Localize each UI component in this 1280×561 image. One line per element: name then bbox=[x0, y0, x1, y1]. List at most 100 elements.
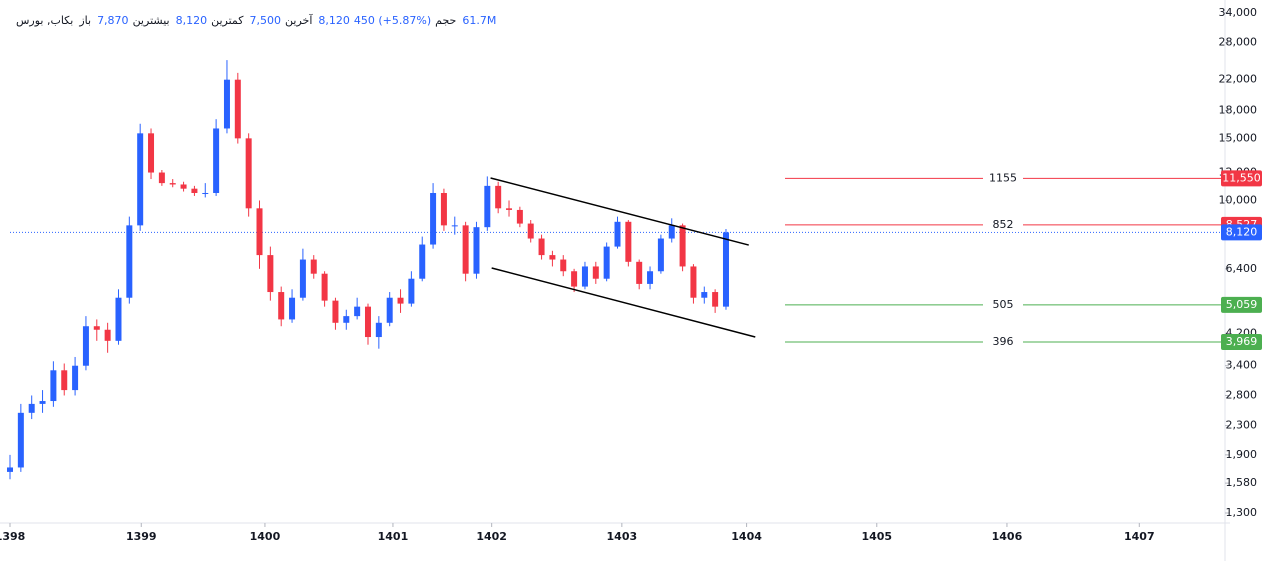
candle-body bbox=[592, 266, 599, 279]
candle-body bbox=[137, 133, 144, 226]
candle-body bbox=[104, 329, 111, 341]
candle-body bbox=[343, 316, 350, 323]
price-box-label: 8,120 bbox=[1226, 225, 1258, 238]
candle-body bbox=[169, 183, 176, 185]
y-tick-label: 18,000 bbox=[1219, 103, 1258, 116]
x-tick-label: 1407 bbox=[1124, 530, 1155, 543]
candle-body bbox=[17, 412, 24, 468]
x-tick-label: 1398 bbox=[0, 530, 25, 543]
header-value: 450 (+5.87%) bbox=[353, 14, 432, 27]
price-box-label: 5,059 bbox=[1226, 298, 1258, 311]
candle-body bbox=[223, 79, 230, 129]
price-box-label: 11,550 bbox=[1222, 171, 1261, 184]
candle-body bbox=[581, 266, 588, 287]
y-tick-label: 2,800 bbox=[1226, 388, 1258, 401]
candle-body bbox=[473, 227, 480, 274]
level-text: 396 bbox=[993, 335, 1014, 348]
x-tick-label: 1405 bbox=[861, 530, 892, 543]
candle-body bbox=[516, 209, 523, 224]
candle-body bbox=[267, 255, 274, 293]
candle-body bbox=[93, 326, 100, 330]
candle-body bbox=[647, 271, 654, 284]
level-text: 505 bbox=[993, 298, 1014, 311]
header-label: کمترین bbox=[211, 14, 244, 27]
candle-body bbox=[72, 365, 79, 391]
header-value: 7,870 bbox=[97, 14, 129, 27]
candle-body bbox=[419, 244, 426, 279]
candle-body bbox=[690, 266, 697, 298]
candle-body bbox=[451, 225, 458, 227]
candle-body bbox=[538, 238, 545, 256]
candle-body bbox=[375, 322, 382, 338]
level-text: 852 bbox=[993, 218, 1014, 231]
header-value: 8,120 bbox=[175, 14, 208, 27]
candle-body bbox=[614, 221, 621, 247]
candle-body bbox=[625, 221, 632, 262]
y-tick-label: 1,300 bbox=[1226, 506, 1258, 519]
candle-body bbox=[549, 255, 556, 260]
candle-body bbox=[115, 297, 122, 341]
candle-body bbox=[278, 292, 285, 320]
y-tick-label: 3,400 bbox=[1226, 359, 1258, 372]
candle-body bbox=[354, 306, 361, 317]
level-text-bg bbox=[983, 297, 1023, 312]
y-tick-label: 6,400 bbox=[1226, 262, 1258, 275]
candle-body bbox=[158, 172, 165, 184]
y-tick-label: 1,900 bbox=[1226, 448, 1258, 461]
trendline bbox=[490, 177, 749, 246]
candle-body bbox=[148, 133, 155, 173]
trendline bbox=[491, 267, 756, 338]
candle-body bbox=[321, 273, 328, 301]
candle-body bbox=[82, 326, 89, 366]
candle-body bbox=[722, 232, 729, 307]
x-tick-label: 1403 bbox=[607, 530, 638, 543]
y-tick-label: 1,580 bbox=[1226, 476, 1258, 489]
candle-body bbox=[39, 401, 46, 404]
candle-body bbox=[679, 225, 686, 267]
level-text-bg bbox=[983, 335, 1023, 350]
x-tick-label: 1399 bbox=[126, 530, 157, 543]
candle-body bbox=[50, 370, 57, 402]
candle-body bbox=[657, 238, 664, 272]
candle-body bbox=[191, 188, 198, 193]
y-tick-label: 10,000 bbox=[1219, 193, 1258, 206]
candle-body bbox=[364, 306, 371, 338]
candle-body bbox=[126, 225, 133, 298]
candle-body bbox=[386, 297, 393, 323]
x-tick-label: 1404 bbox=[731, 530, 762, 543]
candle-body bbox=[712, 292, 719, 307]
candle-body bbox=[256, 208, 263, 256]
candle-body bbox=[701, 292, 708, 298]
y-tick-label: 2,300 bbox=[1226, 419, 1258, 432]
x-tick-label: 1402 bbox=[476, 530, 507, 543]
level-text-bg bbox=[983, 217, 1023, 232]
header-label: آخرین bbox=[285, 14, 313, 27]
y-tick-label: 34,000 bbox=[1219, 6, 1258, 19]
header-value: 8,120 bbox=[318, 14, 350, 27]
candle-body bbox=[7, 467, 13, 472]
header-value: 7,500 bbox=[249, 14, 282, 27]
header-label: حجم bbox=[435, 14, 457, 27]
candle-body bbox=[408, 278, 415, 304]
candle-body bbox=[310, 259, 317, 274]
level-text-bg bbox=[983, 171, 1023, 186]
candle-body bbox=[397, 297, 404, 304]
candle-body bbox=[299, 259, 306, 298]
candle-body bbox=[28, 403, 35, 413]
header-label: باز bbox=[79, 14, 92, 27]
candle-body bbox=[289, 297, 296, 320]
candle-body bbox=[603, 246, 610, 279]
candle-body bbox=[234, 79, 241, 139]
candle-body bbox=[245, 138, 252, 209]
candle-body bbox=[527, 223, 534, 239]
price-box-label: 3,969 bbox=[1226, 335, 1258, 348]
y-tick-label: 28,000 bbox=[1219, 36, 1258, 49]
candle-body bbox=[571, 271, 578, 287]
y-tick-label: 15,000 bbox=[1219, 131, 1258, 144]
x-tick-label: 1401 bbox=[378, 530, 409, 543]
candle-body bbox=[61, 370, 68, 391]
price-box bbox=[1221, 334, 1262, 351]
header-label: بیشترین bbox=[132, 14, 170, 27]
candle-body bbox=[430, 192, 437, 245]
